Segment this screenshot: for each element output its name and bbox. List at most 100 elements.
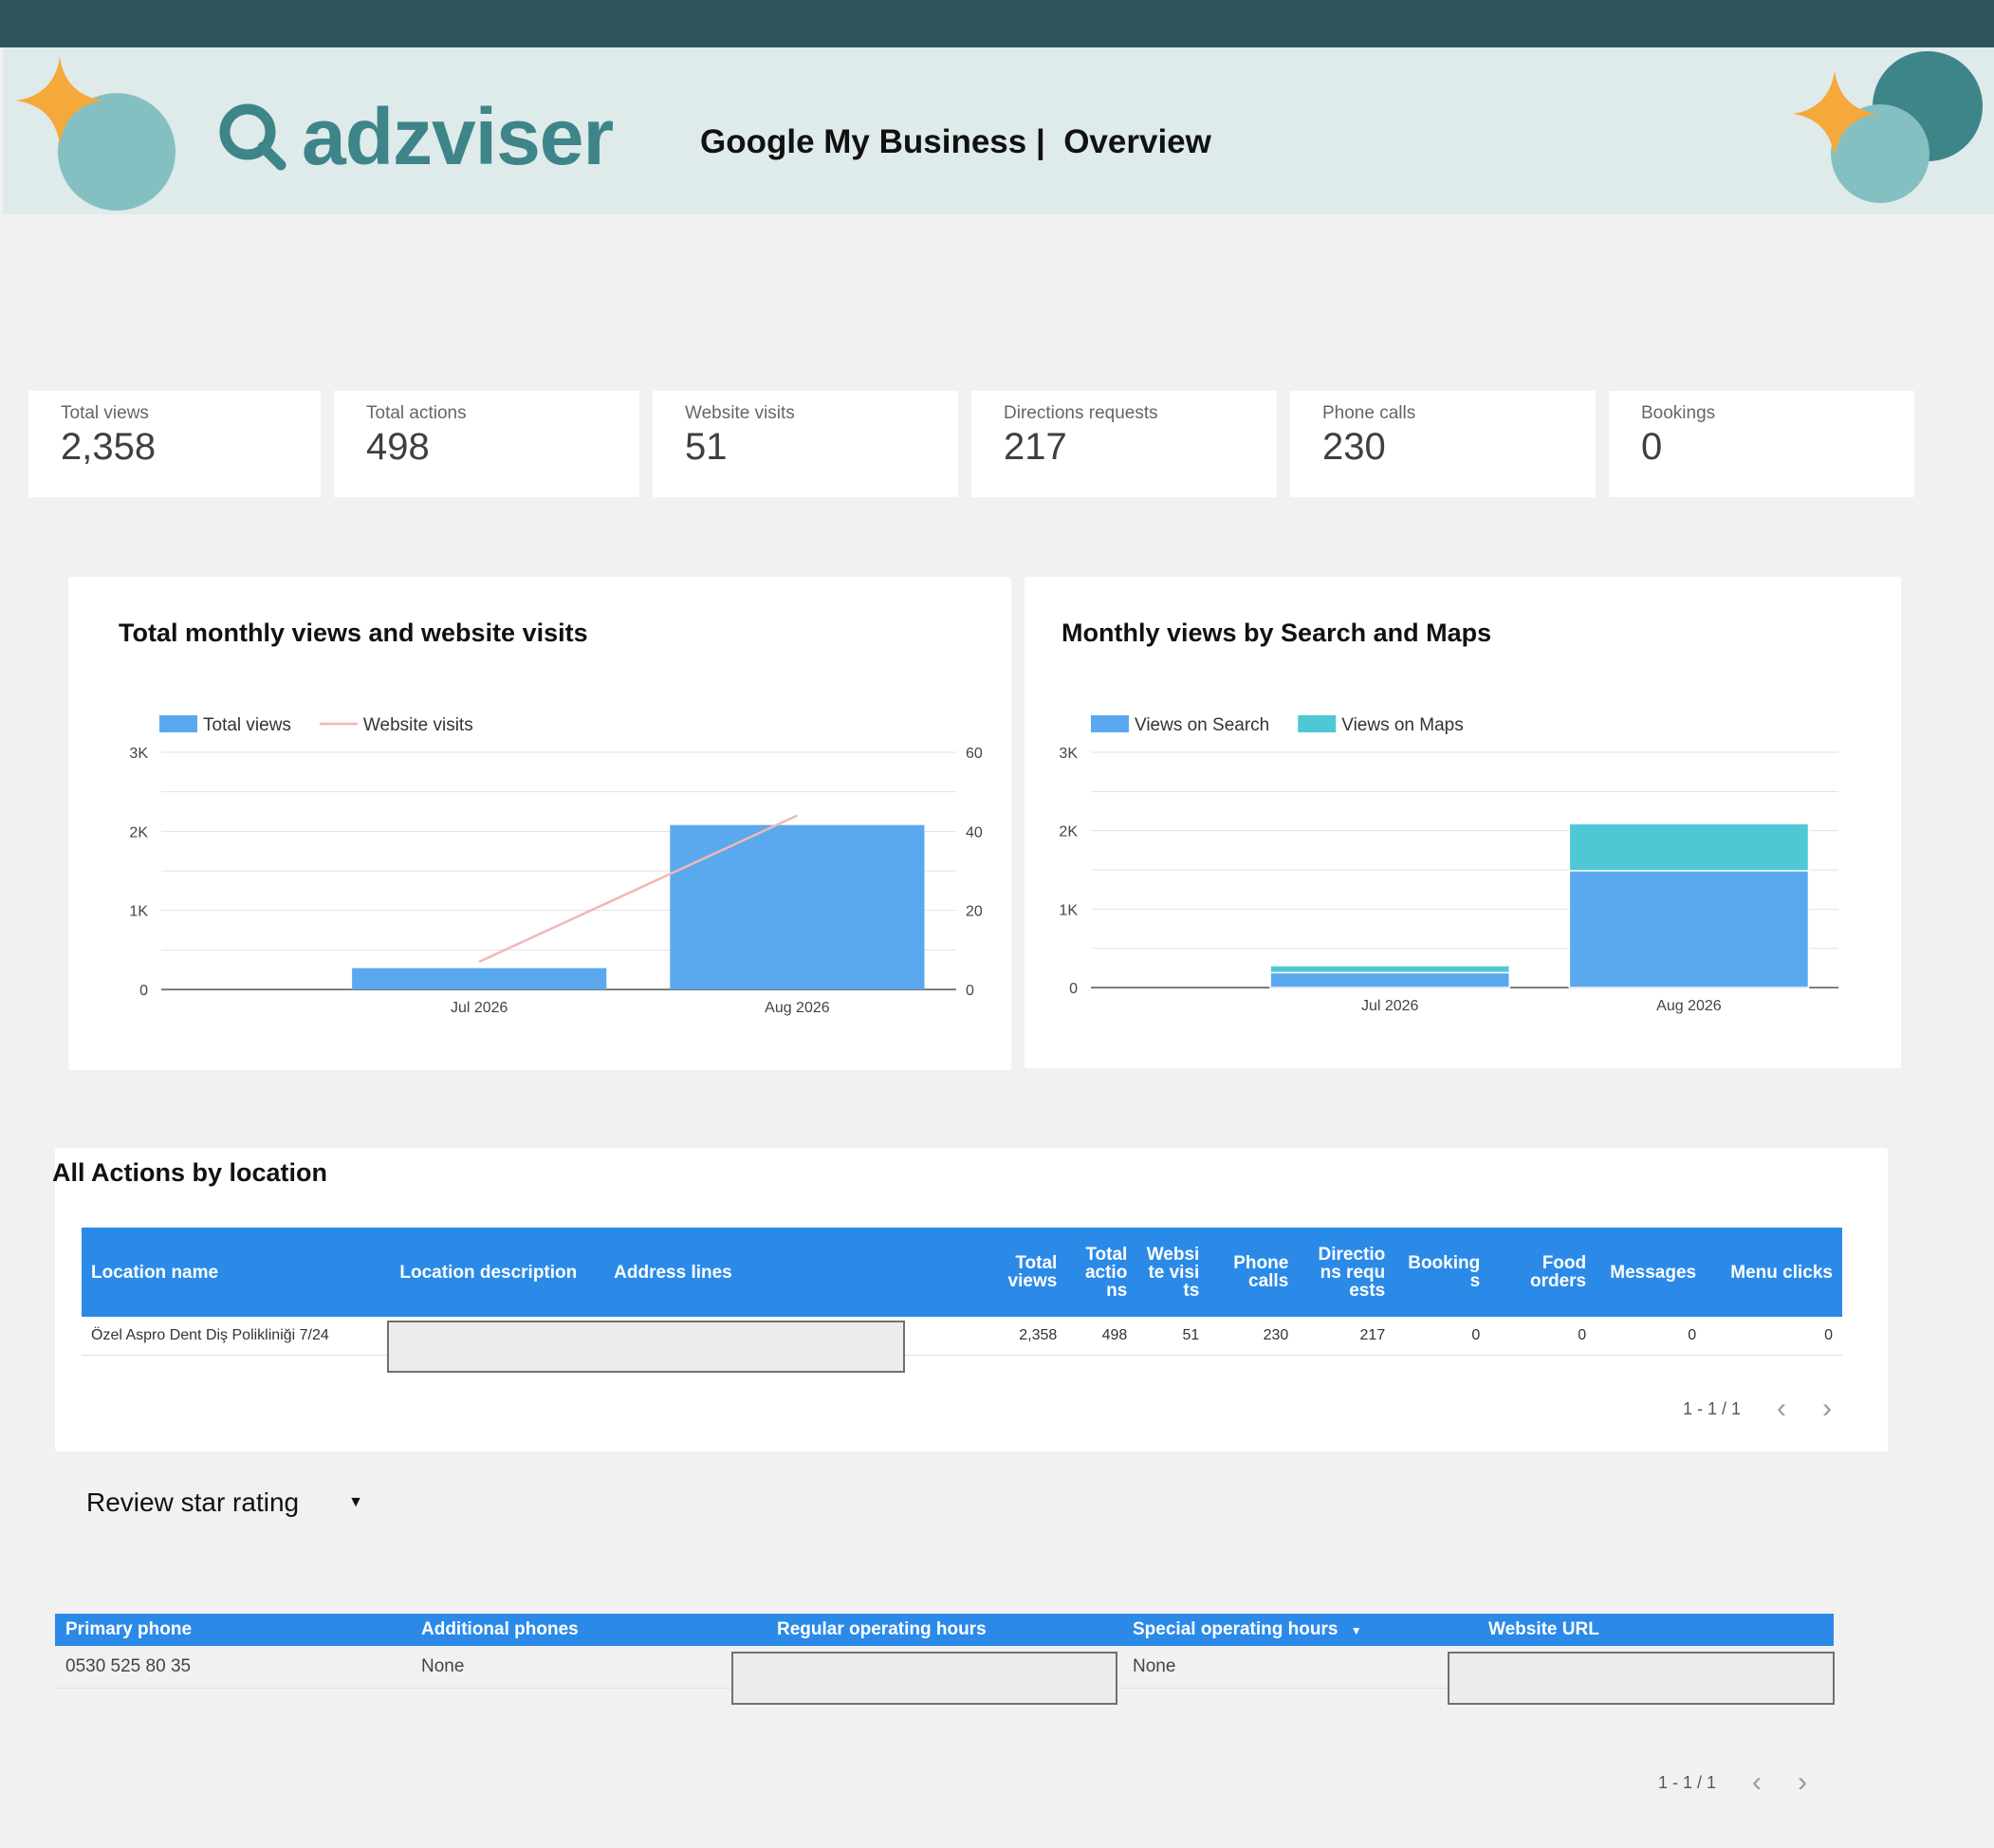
- chevron-left-icon[interactable]: ‹: [1777, 1393, 1787, 1424]
- col-special-operating-hours[interactable]: Special operating hours ▼: [1122, 1614, 1478, 1646]
- decor-star-left-icon: [16, 57, 175, 211]
- cell-messages: 0: [1596, 1317, 1707, 1356]
- cell-total-actions: 498: [1066, 1317, 1137, 1356]
- kpi-value: 498: [366, 426, 430, 468]
- kpi-total-views: Total views 2,358: [28, 391, 321, 497]
- cell-directions-requests: 217: [1298, 1317, 1395, 1356]
- chart-card-search-maps: Monthly views by Search and Maps 0 1K 2K 3K…: [1025, 577, 1901, 1068]
- bar-segment: [1269, 971, 1511, 989]
- cell-additional-phones: None: [411, 1646, 766, 1689]
- col-address-lines[interactable]: Address lines: [604, 1228, 991, 1317]
- page-title: Google My Business | Overview: [700, 123, 1211, 160]
- col-website-visits[interactable]: Website visits: [1136, 1228, 1209, 1317]
- kpi-value: 230: [1322, 426, 1386, 468]
- pager-label: 1 - 1 / 1: [1658, 1772, 1717, 1792]
- cell-total-views: 2,358: [990, 1317, 1067, 1356]
- legend-swatch: [1091, 715, 1129, 732]
- kpi-value: 0: [1641, 426, 1663, 468]
- y2-tick-label: 60: [966, 746, 983, 762]
- col-primary-phone[interactable]: Primary phone: [55, 1614, 411, 1646]
- brand-wordmark: adzviser: [302, 92, 614, 181]
- col-total-actions[interactable]: Total actions: [1066, 1228, 1137, 1317]
- kpi-label: Website visits: [685, 403, 795, 423]
- kpi-value: 217: [1004, 426, 1067, 468]
- y2-tick-label: 20: [966, 904, 983, 920]
- legend-label: Views on Search: [1135, 715, 1269, 735]
- cell-food-orders: 0: [1489, 1317, 1597, 1356]
- kpi-directions-requests: Directions requests 217: [971, 391, 1277, 497]
- legend-label: Total views: [203, 715, 291, 735]
- header-banner: adzviser Google My Business | Overview: [3, 47, 1994, 214]
- y-tick-label: 2K: [129, 824, 148, 841]
- chevron-right-icon[interactable]: ›: [1798, 1766, 1808, 1798]
- top-bar: [0, 0, 1994, 47]
- kpi-website-visits: Website visits 51: [653, 391, 958, 497]
- cell-website-visits: 51: [1136, 1317, 1209, 1356]
- cell-phone-calls: 230: [1209, 1317, 1299, 1356]
- col-food-orders[interactable]: Food orders: [1489, 1228, 1597, 1317]
- actions-table-title: All Actions by location: [52, 1158, 328, 1187]
- y-tick-label: 0: [1069, 981, 1078, 997]
- y2-tick-label: 40: [966, 824, 983, 841]
- cell-menu-clicks: 0: [1706, 1317, 1842, 1356]
- kpi-value: 51: [685, 426, 728, 468]
- y-tick-label: 2K: [1059, 824, 1078, 841]
- chart-views-visits: 0 1K 2K 3K 0 20 40 60 Jul 2026 Aug 2026 Total view…: [129, 715, 983, 1016]
- cell-bookings: 0: [1394, 1317, 1490, 1356]
- kpi-label: Directions requests: [1004, 403, 1158, 423]
- chart-title: Monthly views by Search and Maps: [1062, 619, 1492, 647]
- bar: [352, 968, 607, 989]
- col-bookings[interactable]: Bookings: [1394, 1228, 1490, 1317]
- col-location-description[interactable]: Location description: [390, 1228, 605, 1317]
- col-website-url[interactable]: Website URL: [1478, 1614, 1834, 1646]
- col-total-views[interactable]: Total views: [990, 1228, 1067, 1317]
- chart-card-views-visits: Total monthly views and website visits 0…: [68, 577, 1011, 1070]
- x-tick-label: Aug 2026: [1656, 998, 1722, 1014]
- table-header-row: Location name Location description Addre…: [82, 1228, 1842, 1317]
- bar: [670, 824, 925, 989]
- caret-down-icon: ▼: [348, 1494, 363, 1510]
- cell-primary-phone: 0530 525 80 35: [55, 1646, 411, 1689]
- col-directions-requests[interactable]: Directions requests: [1298, 1228, 1395, 1317]
- legend-label: Website visits: [363, 715, 473, 735]
- table-header-row: Primary phone Additional phones Regular …: [55, 1614, 1834, 1646]
- col-label: Special operating hours: [1133, 1619, 1339, 1639]
- y2-tick-label: 0: [966, 983, 974, 999]
- legend-swatch: [1298, 715, 1337, 732]
- col-label: Food orders: [1529, 1253, 1587, 1291]
- cell-special-operating-hours: None: [1122, 1646, 1478, 1689]
- col-location-name[interactable]: Location name: [82, 1228, 391, 1317]
- legend-label: Views on Maps: [1341, 715, 1464, 735]
- chevron-right-icon[interactable]: ›: [1822, 1393, 1833, 1424]
- table-row: Özel Aspro Dent Diş Polikliniği 7/24 2,3…: [82, 1317, 1842, 1356]
- review-star-rating-dropdown[interactable]: Review star rating ▼: [86, 1488, 363, 1518]
- redacted-website-url-box: [1448, 1652, 1835, 1705]
- y-tick-label: 0: [139, 983, 148, 999]
- chart-search-maps: 0 1K 2K 3K Jul 2026 Aug 2026 Views on Search Vi…: [1059, 715, 1838, 1014]
- brand-logo: adzviser: [216, 92, 614, 181]
- chart-title: Total monthly views and website visits: [119, 619, 588, 647]
- info-table-pager: 1 - 1 / 1 ‹ ›: [1658, 1768, 1807, 1797]
- col-additional-phones[interactable]: Additional phones: [411, 1614, 766, 1646]
- col-phone-calls[interactable]: Phone calls: [1209, 1228, 1299, 1317]
- col-messages[interactable]: Messages: [1596, 1228, 1707, 1317]
- redacted-address-box: [387, 1321, 905, 1373]
- bar-segment: [1568, 870, 1810, 989]
- redacted-operating-hours-box: [731, 1652, 1117, 1705]
- y-tick-label: 3K: [129, 746, 148, 762]
- x-tick-label: Jul 2026: [451, 1000, 508, 1016]
- col-label: Bookings: [1408, 1253, 1481, 1291]
- actions-by-location-table: Location name Location description Addre…: [82, 1228, 1842, 1356]
- legend-swatch: [159, 715, 197, 732]
- actions-table-pager: 1 - 1 / 1 ‹ ›: [1683, 1395, 1832, 1423]
- dropdown-selected: Review star rating: [86, 1488, 300, 1517]
- chevron-left-icon[interactable]: ‹: [1752, 1766, 1763, 1798]
- y-tick-label: 1K: [1059, 902, 1078, 918]
- col-menu-clicks[interactable]: Menu clicks: [1706, 1228, 1842, 1317]
- x-tick-label: Jul 2026: [1361, 998, 1419, 1014]
- series-line: [478, 814, 798, 963]
- col-regular-operating-hours[interactable]: Regular operating hours: [766, 1614, 1122, 1646]
- cell-location-name: Özel Aspro Dent Diş Polikliniği 7/24: [82, 1317, 391, 1356]
- col-label: Directions requests: [1318, 1244, 1386, 1301]
- y-tick-label: 1K: [129, 904, 148, 920]
